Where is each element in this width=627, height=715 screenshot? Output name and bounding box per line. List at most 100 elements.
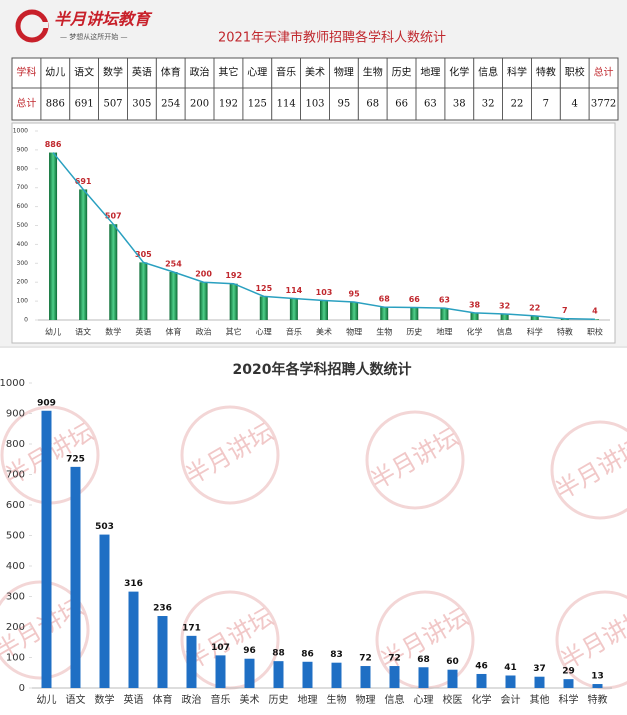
value-label: 63 xyxy=(439,296,450,305)
y-tick-label: 800 xyxy=(17,165,29,172)
value-label: 4 xyxy=(592,307,598,316)
bar xyxy=(199,282,208,320)
y-tick-label: 600 xyxy=(6,500,25,511)
value-label: 192 xyxy=(225,271,242,280)
value-label: 236 xyxy=(153,604,172,614)
trend-line xyxy=(52,152,595,320)
bar xyxy=(157,616,168,688)
x-tick-label: 体育 xyxy=(153,693,173,706)
x-tick-label: 职校 xyxy=(587,327,603,337)
table-cell-text: 4 xyxy=(572,99,578,110)
x-tick-label: 心理 xyxy=(256,328,272,337)
table-cell-text: 7 xyxy=(543,99,549,110)
x-tick-label: 其它 xyxy=(226,327,242,337)
bar xyxy=(592,684,603,688)
x-tick-label: 化学 xyxy=(467,327,483,337)
page-title: 2021年天津市教师招聘各学科人数统计 xyxy=(218,30,446,46)
x-tick-label: 英语 xyxy=(135,327,151,337)
x-tick-label: 美术 xyxy=(240,693,260,706)
value-label: 88 xyxy=(272,649,285,659)
y-tick-label: 500 xyxy=(17,222,29,229)
value-label: 107 xyxy=(211,643,230,653)
table-cell-text: 691 xyxy=(75,99,94,110)
x-tick-label: 物理 xyxy=(346,327,362,337)
value-label: 86 xyxy=(301,649,314,659)
x-tick-label: 化学 xyxy=(472,693,492,706)
bar xyxy=(99,534,110,688)
table-cell-text: 英语 xyxy=(132,66,152,79)
table-cell-text: 38 xyxy=(453,99,466,110)
bar xyxy=(530,315,539,320)
value-label: 503 xyxy=(95,522,114,532)
table-cell-text: 3772 xyxy=(591,99,616,110)
x-tick-label: 体育 xyxy=(165,327,181,337)
bar xyxy=(289,298,298,320)
bar xyxy=(440,308,449,320)
value-label: 72 xyxy=(359,654,372,664)
x-tick-label: 历史 xyxy=(269,694,289,706)
y-tick-label: 300 xyxy=(6,592,25,603)
y-tick-label: 900 xyxy=(6,409,25,420)
x-tick-label: 科学 xyxy=(527,327,543,337)
table-cell-text: 科学 xyxy=(507,66,527,79)
watermark: 半月讲坛 xyxy=(366,423,463,495)
value-label: 72 xyxy=(388,654,401,664)
table-cell-text: 200 xyxy=(190,99,209,110)
table-cell-text: 66 xyxy=(395,99,408,110)
table-cell-text: 数学 xyxy=(103,66,123,79)
x-tick-label: 音乐 xyxy=(286,327,302,337)
logo-name: 半月讲坛教育 xyxy=(54,10,153,29)
table-cell-text: 114 xyxy=(277,99,296,110)
logo: 半月讲坛教育 — 梦想从这所开始 — xyxy=(15,9,153,43)
x-tick-label: 特教 xyxy=(588,693,608,706)
bar xyxy=(590,319,599,320)
value-label: 37 xyxy=(533,664,546,674)
x-tick-label: 科学 xyxy=(559,693,579,706)
table-cell-text: 职校 xyxy=(565,66,585,79)
watermark: 半月讲坛 xyxy=(556,603,627,675)
value-label: 83 xyxy=(330,650,343,660)
bar xyxy=(259,296,268,320)
x-tick-label: 数学 xyxy=(95,693,115,706)
value-label: 68 xyxy=(417,655,430,665)
table-cell-text: 政治 xyxy=(190,66,210,79)
table-cell-text: 507 xyxy=(103,99,122,110)
y-tick-label: 100 xyxy=(17,298,29,305)
watermark-ring xyxy=(180,405,280,505)
x-tick-label: 信息 xyxy=(385,693,405,706)
bar xyxy=(70,466,81,688)
bar xyxy=(470,312,479,320)
x-tick-label: 音乐 xyxy=(211,693,231,706)
y-tick-label: 700 xyxy=(6,470,25,481)
bar xyxy=(79,189,88,320)
value-label: 316 xyxy=(124,579,143,589)
bar xyxy=(128,591,139,688)
table-cell-text: 化学 xyxy=(449,66,469,79)
y-tick-label: 600 xyxy=(17,203,29,210)
y-tick-label: 300 xyxy=(17,260,29,267)
value-label: 41 xyxy=(504,663,517,673)
watermark: 半月讲坛 xyxy=(181,418,278,490)
x-tick-label: 语文 xyxy=(66,693,86,706)
bar xyxy=(447,669,458,688)
x-tick-label: 幼儿 xyxy=(45,327,61,337)
bar xyxy=(380,307,389,320)
table-cell-text: 95 xyxy=(337,99,350,110)
value-label: 60 xyxy=(446,657,459,667)
y-tick-label: 0 xyxy=(24,317,28,324)
y-tick-label: 400 xyxy=(17,241,29,248)
value-label: 909 xyxy=(37,398,56,408)
bar xyxy=(360,666,371,688)
logo-slogan: — 梦想从这所开始 — xyxy=(60,32,127,41)
value-label: 103 xyxy=(316,288,333,297)
x-tick-label: 其他 xyxy=(530,693,550,706)
value-label: 32 xyxy=(499,301,510,310)
table-cell-text: 历史 xyxy=(392,67,412,79)
watermark-ring xyxy=(365,410,465,510)
table-cell-text: 22 xyxy=(511,99,524,110)
table-cell-text: 体育 xyxy=(161,66,181,79)
x-tick-label: 英语 xyxy=(124,693,144,706)
table-cell-text: 32 xyxy=(482,99,495,110)
x-tick-label: 信息 xyxy=(497,327,513,337)
